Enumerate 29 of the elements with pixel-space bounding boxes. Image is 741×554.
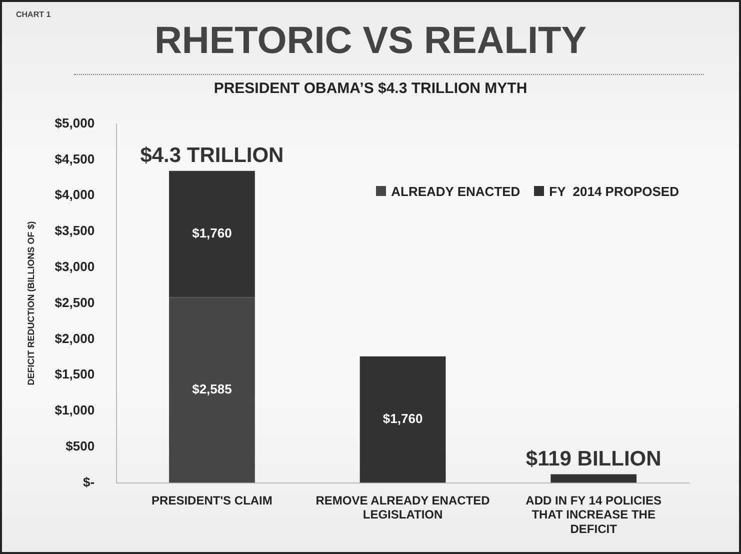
y-tick-label: $1,000 — [54, 402, 95, 418]
y-tick-label: $3,500 — [54, 223, 95, 238]
legend-label: ALREADY ENACTED — [391, 184, 520, 199]
chart-subtitle: PRESIDENT OBAMA’S $4.3 TRILLION MYTH — [212, 80, 528, 97]
x-tick-label: ADD IN FY 14 POLICIES THAT INCREASE THE DEFICIT — [526, 493, 662, 536]
y-tick-label: $4,000 — [54, 187, 95, 202]
data-label: $2,585 — [192, 382, 232, 397]
legend-label: FY 2014 PROPOSED — [549, 184, 679, 199]
data-label: $1,760 — [382, 411, 423, 426]
annotation: $119 BILLION — [526, 448, 662, 471]
y-tick-label: $5,000 — [54, 115, 95, 130]
bar — [360, 356, 446, 483]
chart-title: RHETORIC VS REALITY — [153, 20, 588, 63]
bar — [169, 297, 255, 483]
x-tick-label: REMOVE ALREADY ENACTED LEGISLATION — [316, 493, 490, 522]
y-tick-label: $3,000 — [54, 258, 95, 274]
caption: CHART 1 — [16, 10, 51, 19]
y-tick-label: $2,500 — [54, 294, 95, 310]
y-axis-title: DEFICIT REDUCTION (BILLIONS OF $) — [26, 221, 36, 386]
bar — [550, 474, 637, 483]
data-label: $1,760 — [192, 226, 232, 241]
bar — [169, 170, 255, 298]
y-tick-label: $500 — [66, 438, 95, 454]
y-tick-label: $4,500 — [54, 151, 95, 166]
y-tick-label: $2,000 — [54, 330, 95, 346]
y-tick-label: $- — [83, 474, 95, 490]
x-tick-label: PRESIDENT'S CLAIM — [152, 493, 272, 508]
y-tick-label: $1,500 — [54, 366, 95, 382]
annotation: $4.3 TRILLION — [140, 144, 284, 168]
